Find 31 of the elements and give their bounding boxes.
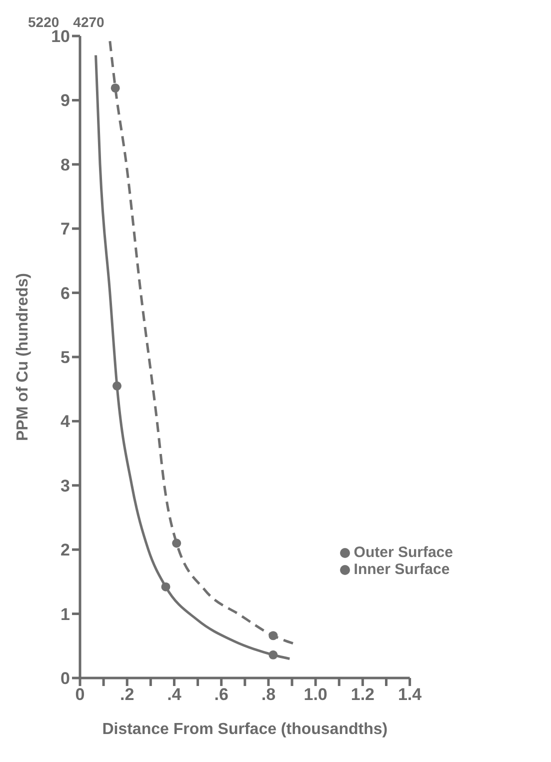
x-tick-label: .4 [167, 685, 182, 704]
point [172, 538, 182, 548]
y-tick-label: 1 [60, 604, 70, 624]
y-tick-label: 10 [51, 27, 70, 46]
y-tick-label: 9 [60, 91, 70, 110]
point [268, 631, 278, 640]
y-tick-label: 2 [60, 540, 70, 560]
legend-label: Outer Surface [354, 544, 453, 561]
text: 4270 [73, 14, 104, 30]
x-tick-label: 1.0 [304, 685, 328, 704]
y-tick-label: 4 [60, 412, 71, 432]
y-tick-label: 5 [60, 348, 70, 368]
x-tick-label: .2 [120, 685, 134, 704]
x-tick-label: 1.2 [350, 685, 375, 704]
x-tick-label: 0 [75, 685, 85, 704]
y-axis-title: PPM of Cu (hundreds) [14, 273, 32, 441]
y-tick-label: 3 [60, 476, 70, 496]
text: 5220 [28, 14, 60, 30]
x-axis-title: Distance From Surface (thousandths) [102, 721, 388, 738]
x-tick-label: .6 [214, 685, 228, 704]
y-tick-label: 0 [60, 669, 70, 688]
legend-label: Inner Surface [354, 561, 450, 578]
x-tick-label: 1.4 [398, 685, 422, 704]
x-tick-label: .8 [261, 685, 276, 704]
y-tick-label: 7 [60, 220, 70, 239]
y-tick-label: 6 [60, 284, 70, 303]
point [268, 650, 278, 660]
y-tick-label: 8 [60, 155, 70, 174]
point [110, 83, 120, 93]
point [112, 381, 122, 390]
point [161, 582, 170, 592]
